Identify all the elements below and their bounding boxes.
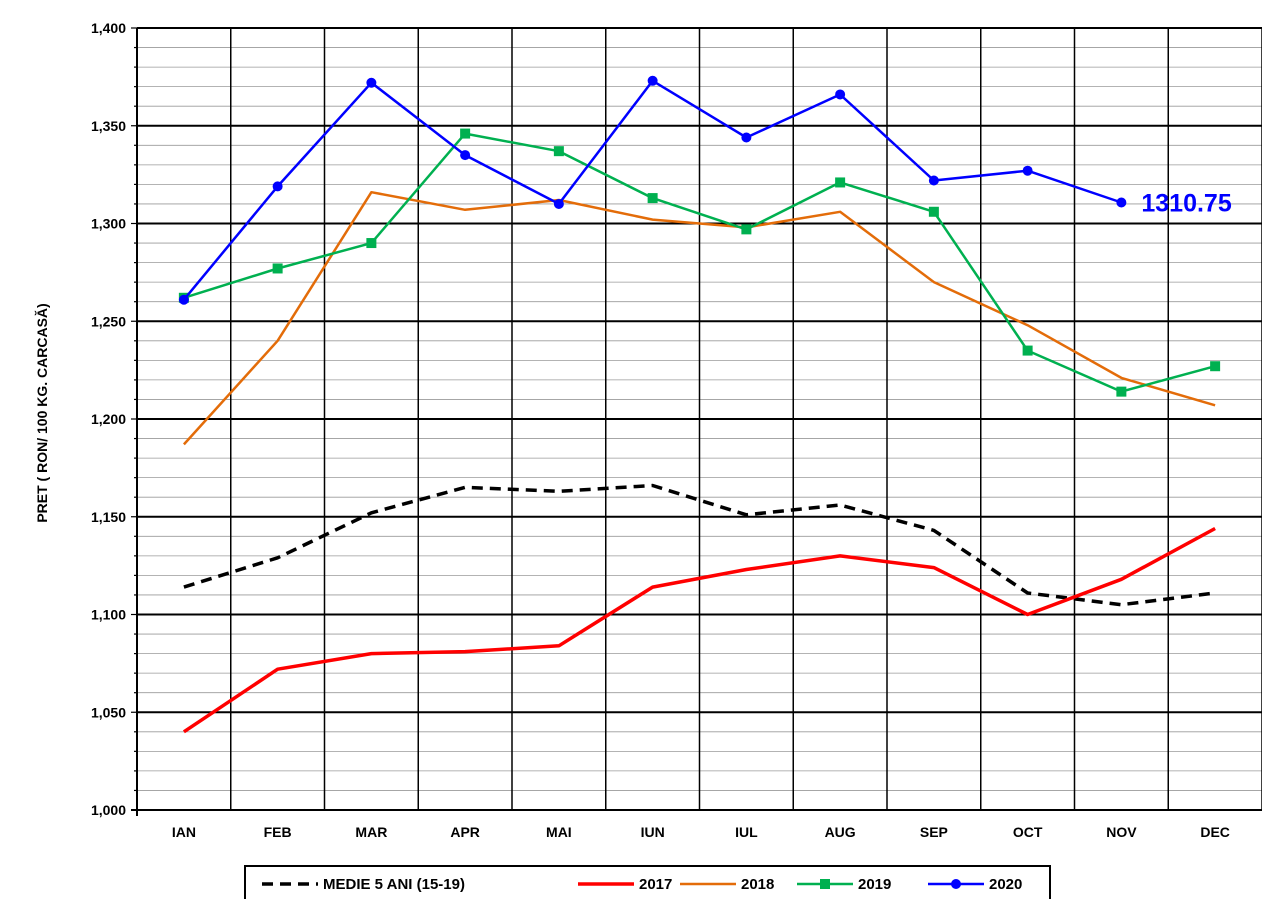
legend-label: 2019 xyxy=(858,876,891,893)
tick-labels: 1,000 1,050 1,100 1,150 1,200 1,250 1,300 1,350… xyxy=(91,20,1230,840)
data-point-2019 xyxy=(835,177,846,188)
data-point-2020 xyxy=(553,198,564,209)
x-tick-label: IUN xyxy=(641,824,665,840)
series-line-medie-5-ani-15-19 xyxy=(183,483,1216,607)
y-axis-label: PRET ( RON/ 100 KG. CARCASĂ) xyxy=(34,303,50,522)
y-tick-label: 1,000 xyxy=(91,802,126,818)
data-point-2019 xyxy=(460,128,471,139)
data-point-2020 xyxy=(1116,197,1127,208)
data-point-2020 xyxy=(366,77,377,88)
legend-label: 2017 xyxy=(639,876,672,893)
series-line-2018 xyxy=(182,190,1216,446)
data-point-2019 xyxy=(272,263,283,274)
legend-label: 2020 xyxy=(989,876,1022,893)
data-point-2019 xyxy=(366,238,377,249)
y-tick-label: 1,150 xyxy=(91,509,126,525)
legend-marker xyxy=(820,879,830,889)
data-point-2020 xyxy=(272,181,283,192)
data-point-2020 xyxy=(1022,165,1033,176)
data-point-2019 xyxy=(1210,361,1221,372)
data-point-2019 xyxy=(1022,345,1033,356)
data-point-2020 xyxy=(928,175,939,186)
y-tick-label: 1,400 xyxy=(91,20,126,36)
data-point-2019 xyxy=(553,146,564,157)
legend-marker xyxy=(951,879,961,889)
x-tick-label: NOV xyxy=(1106,824,1137,840)
y-tick-label: 1,050 xyxy=(91,704,126,720)
data-point-2020 xyxy=(835,89,846,100)
x-tick-label: DEC xyxy=(1200,824,1230,840)
series-lines xyxy=(178,75,1221,734)
x-tick-label: IAN xyxy=(172,824,196,840)
x-tick-label: FEB xyxy=(264,824,292,840)
legend-label: MEDIE 5 ANI (15-19) xyxy=(323,876,465,893)
y-tick-label: 1,100 xyxy=(91,607,126,623)
axes xyxy=(131,27,1262,816)
x-tick-label: OCT xyxy=(1013,824,1043,840)
y-tick-label: 1,250 xyxy=(91,313,126,329)
legend-label: 2018 xyxy=(741,876,774,893)
series-line-2019 xyxy=(183,132,1216,393)
x-tick-label: APR xyxy=(450,824,480,840)
data-point-2019 xyxy=(928,206,939,217)
data-point-2019 xyxy=(741,224,752,235)
y-tick-label: 1,200 xyxy=(91,411,126,427)
x-tick-label: IUL xyxy=(735,824,758,840)
data-point-2020 xyxy=(178,294,189,305)
legend: MEDIE 5 ANI (15-19) 2017 2018 2019 2020 xyxy=(244,865,1051,899)
y-tick-label: 1,350 xyxy=(91,118,126,134)
y-tick-label: 1,300 xyxy=(91,216,126,232)
x-tick-label: SEP xyxy=(920,824,948,840)
legend-box xyxy=(244,865,1051,899)
x-tick-label: MAR xyxy=(355,824,387,840)
last-value-annotation: 1310.75 xyxy=(1141,189,1231,217)
series-line-2017 xyxy=(182,526,1216,734)
data-point-2020 xyxy=(647,75,658,86)
grid xyxy=(137,27,1262,810)
x-tick-label: AUG xyxy=(825,824,856,840)
data-point-2019 xyxy=(1116,386,1127,397)
data-point-2020 xyxy=(741,132,752,143)
data-point-2020 xyxy=(460,150,471,161)
x-tick-label: MAI xyxy=(546,824,572,840)
data-point-2019 xyxy=(647,193,658,204)
